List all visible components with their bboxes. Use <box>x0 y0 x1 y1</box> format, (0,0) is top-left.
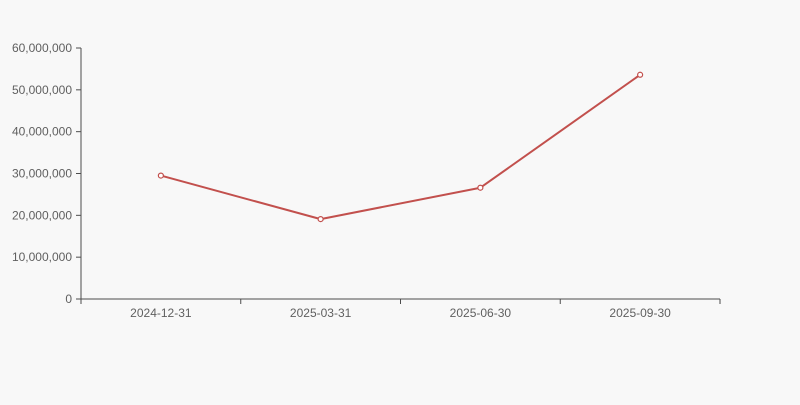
x-axis-tick-label: 2025-09-30 <box>609 306 671 320</box>
x-axis-tick-label: 2024-12-31 <box>130 306 192 320</box>
x-axis-tick-label: 2025-03-31 <box>290 306 352 320</box>
x-axis-tick-label: 2025-06-30 <box>450 306 512 320</box>
data-point-marker[interactable] <box>637 71 644 78</box>
y-axis-tick-label: 20,000,000 <box>12 208 72 222</box>
data-point-marker[interactable] <box>157 172 164 179</box>
y-axis-tick-label: 50,000,000 <box>12 83 72 97</box>
y-axis-tick-label: 40,000,000 <box>12 125 72 139</box>
data-point-marker[interactable] <box>317 215 324 223</box>
data-point-marker[interactable] <box>477 184 484 191</box>
series-line <box>159 73 642 221</box>
y-axis-tick-label: 0 <box>65 292 72 306</box>
y-axis-tick-label: 10,000,000 <box>12 250 72 264</box>
y-axis-tick-label: 60,000,000 <box>12 41 72 55</box>
y-axis-tick-label: 30,000,000 <box>12 167 72 181</box>
